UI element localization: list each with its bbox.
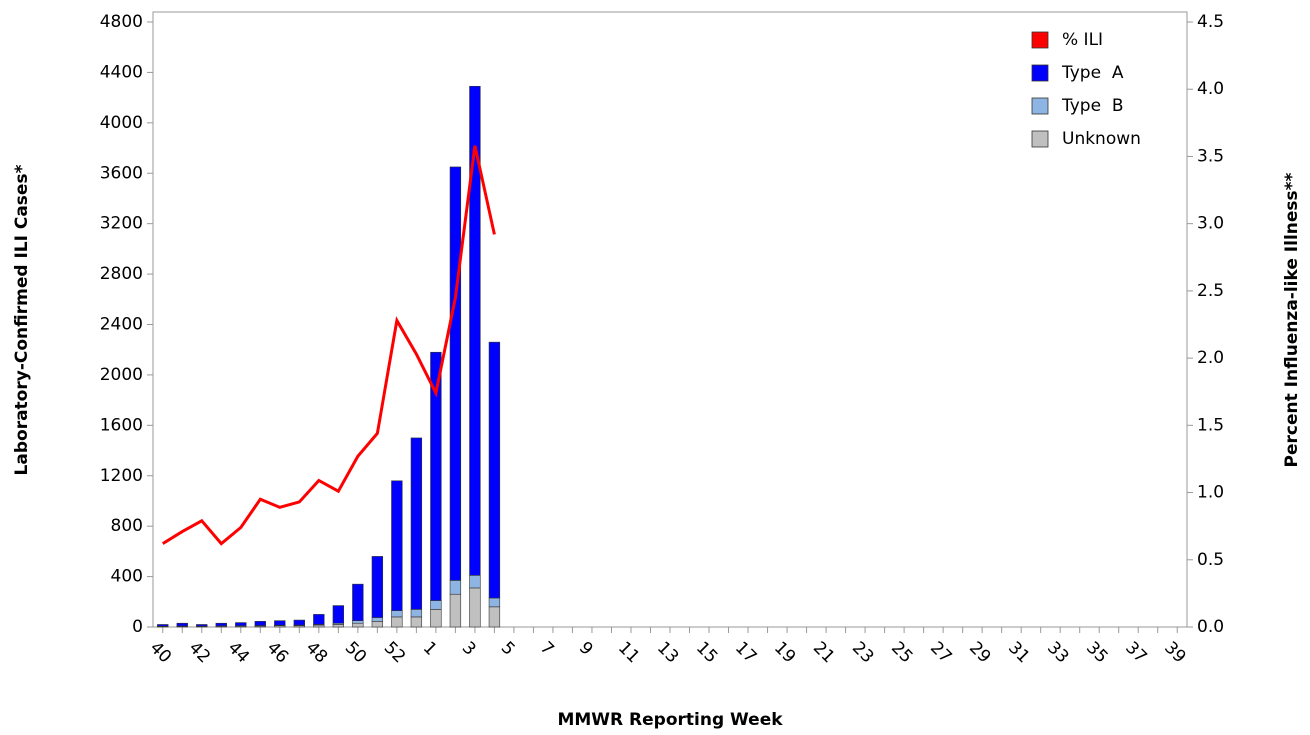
bar (196, 624, 208, 627)
bar (430, 600, 442, 610)
x-tick-label: 52 (380, 638, 409, 667)
bar (371, 617, 384, 622)
x-tick-label: 9 (575, 638, 597, 660)
y2-tick-label: 0.5 (1197, 550, 1224, 570)
bar (469, 587, 481, 628)
x-tick-label: 42 (185, 638, 214, 667)
y-tick-label: 4000 (100, 113, 143, 133)
y-tick-label: 4400 (100, 62, 143, 82)
legend-label: Type A (1061, 63, 1124, 83)
bar (176, 622, 188, 627)
bar (410, 437, 423, 610)
x-tick-label: 7 (536, 638, 558, 660)
x-tick-label: 25 (887, 638, 916, 667)
bar (371, 556, 384, 618)
x-tick-label: 48 (302, 638, 331, 667)
bar (488, 606, 501, 628)
bar (391, 610, 403, 618)
legend-swatch (1031, 130, 1049, 148)
bar (410, 609, 423, 618)
bar (449, 580, 462, 595)
bar (449, 166, 462, 581)
bar (215, 622, 227, 627)
y2-axis-label: Percent Influenza-like Illness** (1282, 172, 1302, 467)
x-tick-label: 27 (926, 638, 955, 667)
x-tick-label: 33 (1043, 638, 1072, 667)
x-tick-label: 21 (809, 638, 838, 667)
y2-tick-label: 4.0 (1197, 79, 1224, 99)
bar (235, 622, 247, 627)
y-tick-label: 2400 (100, 315, 143, 335)
bar (430, 351, 442, 601)
bar (332, 624, 345, 628)
x-tick-label: 13 (653, 638, 682, 667)
x-tick-label: 11 (614, 638, 643, 667)
bar (352, 583, 364, 621)
y-axis-label: Laboratory-Confirmed ILI Cases* (12, 164, 32, 475)
x-tick-label: 44 (224, 638, 253, 667)
bar (293, 619, 305, 626)
bar (488, 341, 501, 599)
legend-label: Unknown (1062, 129, 1141, 149)
bar (274, 620, 286, 626)
x-tick-label: 15 (692, 638, 721, 667)
x-tick-label: 40 (146, 638, 175, 667)
y2-tick-label: 3.5 (1197, 146, 1224, 166)
x-tick-label: 1 (419, 638, 441, 660)
bar (157, 624, 169, 627)
y-tick-label: 1600 (100, 415, 143, 435)
bar (391, 480, 403, 611)
legend-label: Type B (1061, 96, 1124, 116)
bar (410, 616, 423, 628)
bar (449, 593, 462, 628)
y2-tick-label: 0.0 (1197, 617, 1224, 637)
x-tick-label: 31 (1004, 638, 1033, 667)
bar (469, 575, 481, 589)
ili-line (161, 145, 496, 546)
y-tick-label: 2000 (100, 365, 143, 385)
legend-swatch (1031, 64, 1049, 82)
x-tick-label: 37 (1121, 638, 1150, 667)
y-tick-label: 400 (111, 567, 143, 587)
x-tick-label: 19 (770, 638, 799, 667)
y2-tick-label: 2.5 (1197, 281, 1224, 301)
x-tick-label: 23 (848, 638, 877, 667)
bar (254, 621, 266, 626)
x-tick-label: 50 (341, 638, 370, 667)
bar (313, 614, 325, 625)
y2-tick-label: 2.0 (1197, 348, 1224, 368)
y-tick-label: 0 (132, 617, 143, 637)
bar (488, 597, 501, 608)
y-tick-label: 4800 (100, 12, 143, 32)
bar (371, 621, 384, 628)
bar (352, 622, 364, 628)
x-axis-label: MMWR Reporting Week (557, 710, 783, 730)
x-tick-label: 17 (731, 638, 760, 667)
y2-tick-label: 1.0 (1197, 483, 1224, 503)
bar (391, 616, 403, 628)
y-tick-label: 800 (111, 516, 143, 536)
legend-swatch (1031, 31, 1049, 49)
bar (469, 85, 481, 576)
y2-tick-label: 1.5 (1197, 415, 1224, 435)
x-tick-label: 39 (1160, 638, 1189, 667)
y2-tick-label: 3.0 (1197, 214, 1224, 234)
legend-label: % ILI (1062, 30, 1103, 50)
bar (430, 609, 442, 628)
x-tick-label: 29 (965, 638, 994, 667)
x-tick-label: 46 (263, 638, 292, 667)
y-tick-label: 2800 (100, 264, 143, 284)
y-tick-label: 1200 (100, 466, 143, 486)
y-tick-label: 3200 (100, 214, 143, 234)
x-tick-label: 35 (1082, 638, 1111, 667)
bar (352, 620, 364, 624)
bar (332, 605, 345, 624)
x-tick-label: 5 (497, 638, 519, 660)
legend-swatch (1031, 97, 1049, 115)
y-tick-label: 3600 (100, 163, 143, 183)
x-tick-label: 3 (458, 638, 480, 660)
y2-tick-label: 4.5 (1197, 12, 1224, 32)
